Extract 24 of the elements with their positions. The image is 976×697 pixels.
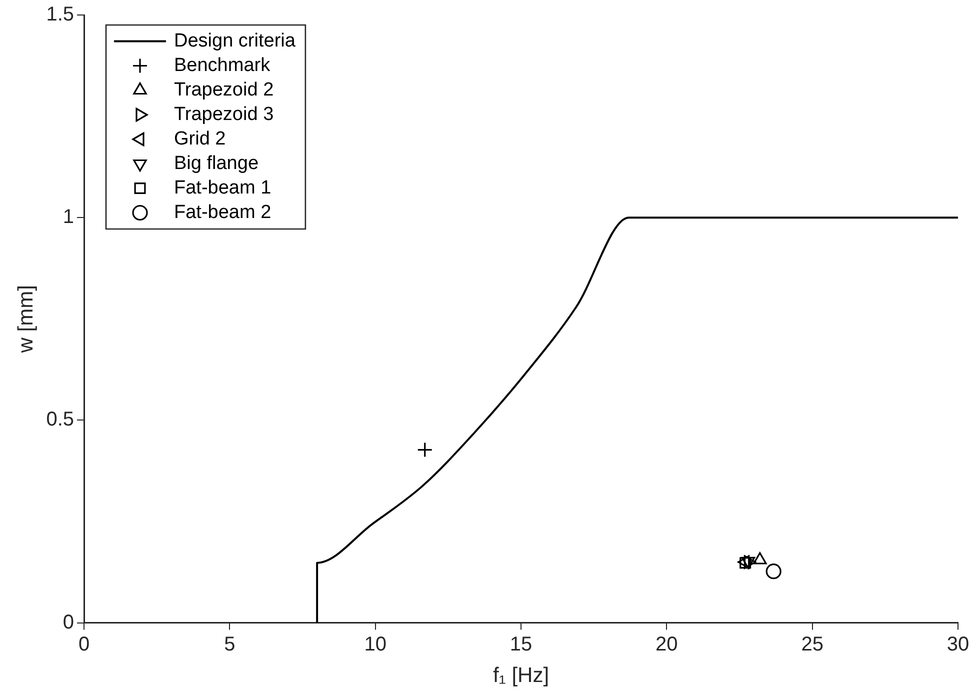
line-series [316,216,958,623]
x-tick-label: 15 [510,633,532,656]
legend-label: Benchmark [174,54,271,76]
legend-label: Design criteria [174,30,296,52]
x-tick-label: 10 [364,633,386,656]
y-tick-label: 0 [62,611,74,634]
x-tick-label: 30 [946,633,970,656]
point [417,442,433,458]
y-tick-label: 0.5 [46,408,74,431]
legend-label: Fat-beam 1 [174,177,272,198]
legend-label: Fat-beam 2 [174,202,272,223]
legend-label: Grid 2 [174,128,226,150]
legend-label: Trapezoid 3 [174,104,274,125]
legend-label: Trapezoid 2 [174,79,274,100]
x-tick-label: 25 [801,633,824,656]
y-axis-title: w [mm] [14,285,38,354]
x-tick-label: 0 [78,633,90,656]
x-axis-title: f₁ [Hz] [492,664,550,688]
y-tick-label: 1.5 [46,4,74,26]
x-tick-label: 5 [224,633,236,656]
legend-label: Big flange [174,152,259,174]
y-tick-label: 1 [62,206,74,228]
x-tick-label: 20 [656,633,678,656]
point [766,564,782,580]
